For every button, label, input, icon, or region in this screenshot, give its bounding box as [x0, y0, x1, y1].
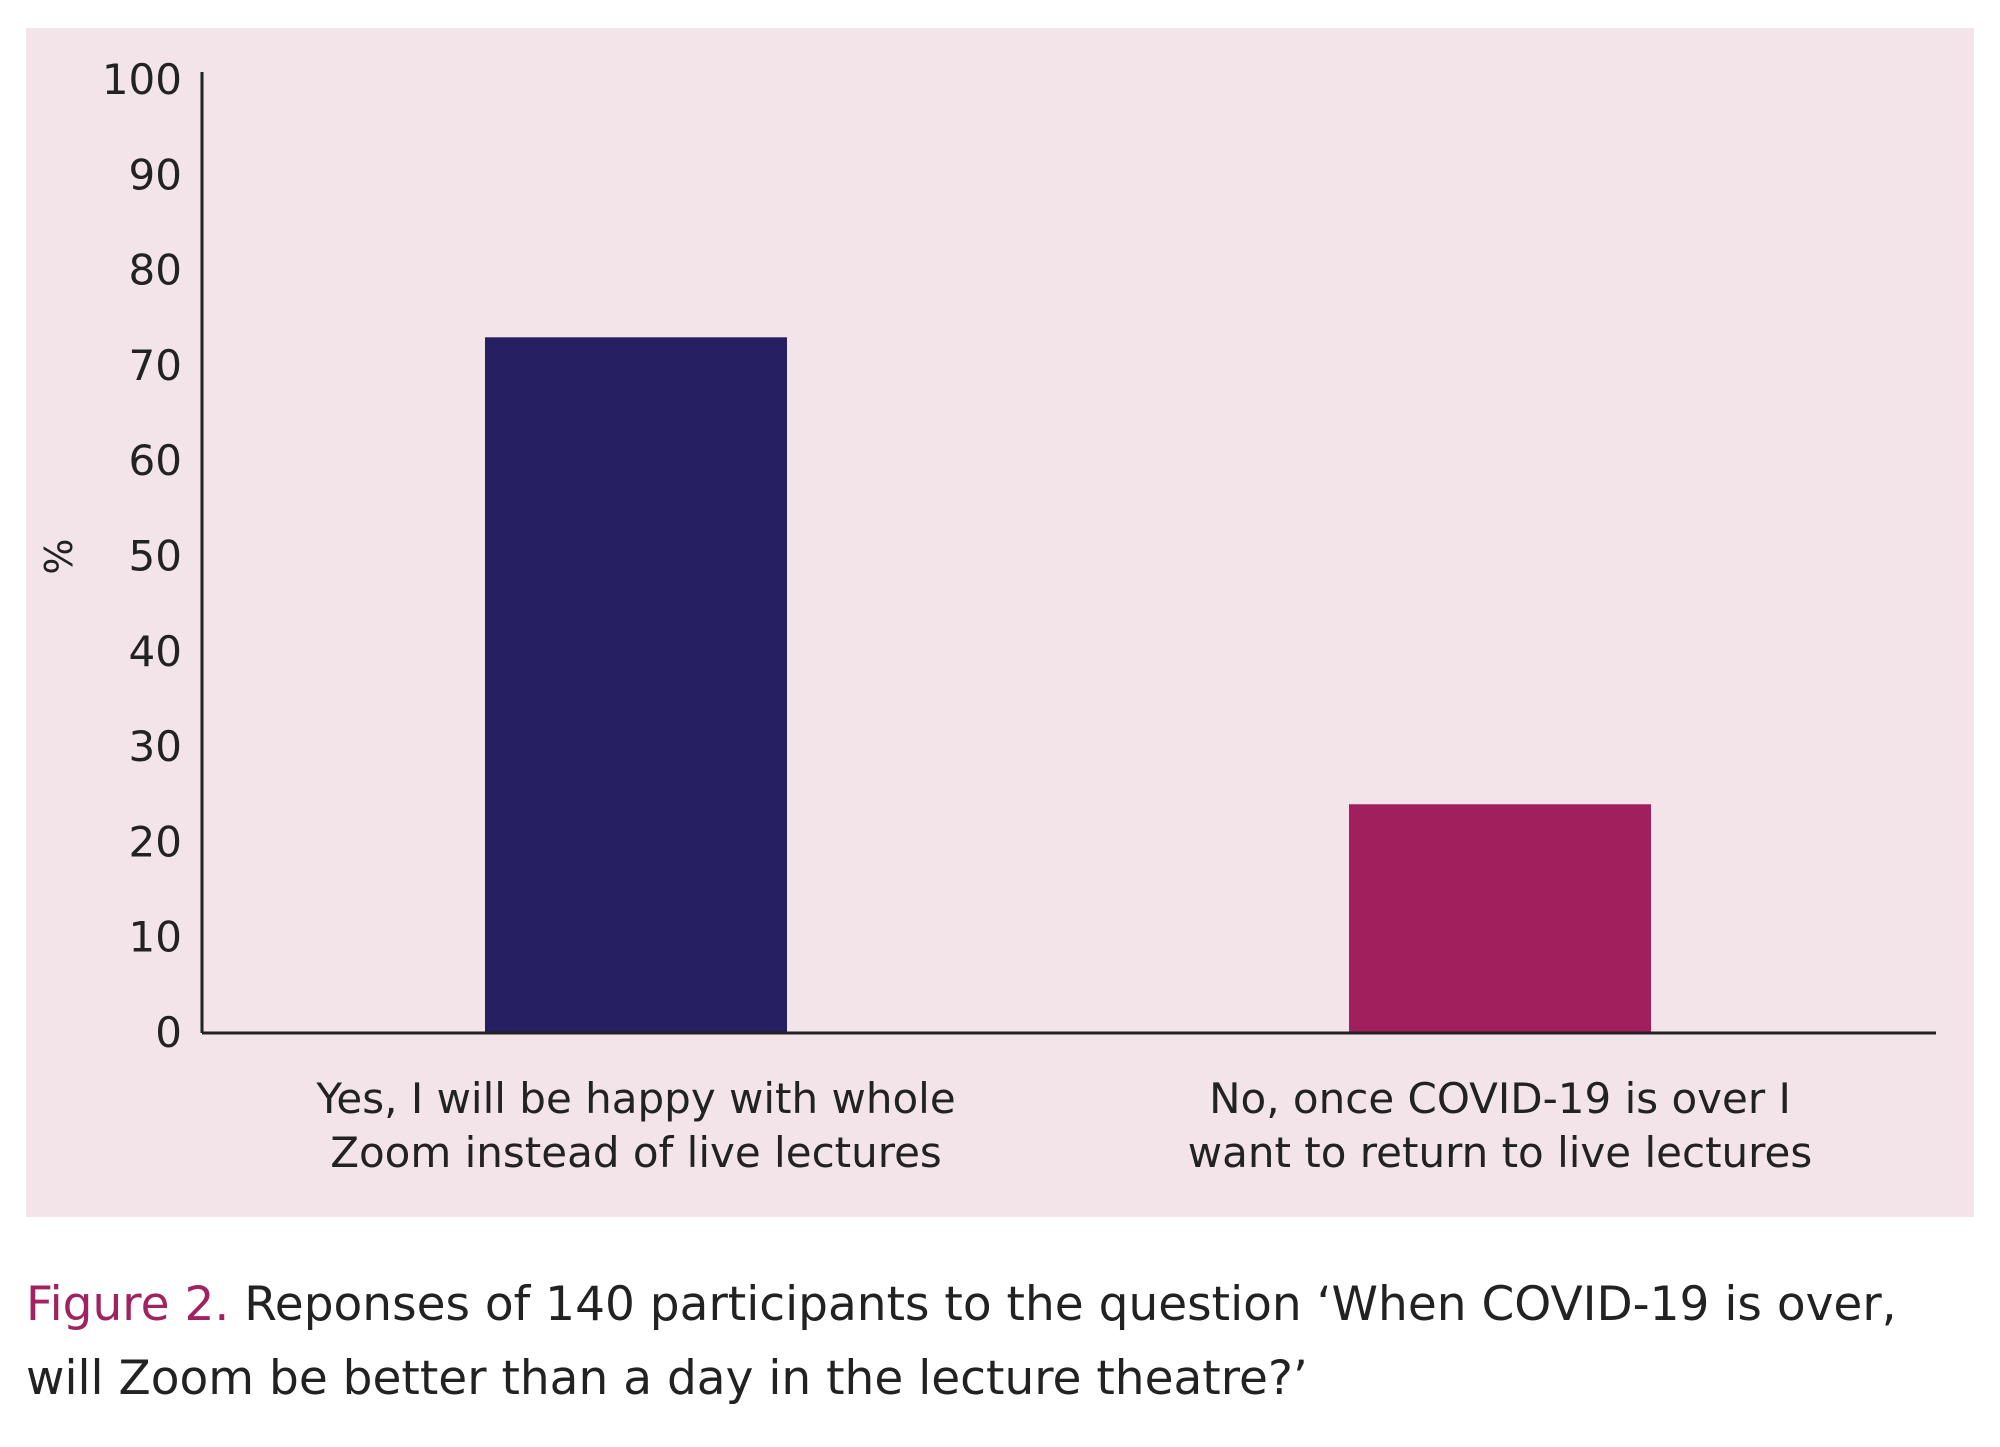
bar-chart: 0 10 20 30 40 50 60 70 80 90 100 %	[37, 55, 1936, 1057]
y-tick-label: 70	[129, 341, 182, 390]
x-category-label: Yes, I will be happy with whole Zoom inst…	[226, 1072, 1046, 1180]
y-tick-label: 60	[129, 436, 182, 485]
y-axis-ticks: 0 10 20 30 40 50 60 70 80 90 100	[102, 55, 182, 1057]
bar-2	[1349, 804, 1651, 1033]
bar-1	[485, 337, 787, 1033]
y-tick-label: 10	[129, 913, 182, 962]
y-axis-label: %	[37, 538, 81, 574]
x-category-label-line: Yes, I will be happy with whole	[316, 1074, 956, 1123]
y-tick-label: 20	[129, 817, 182, 866]
figure-caption: Figure 2. Reponses of 140 participants t…	[26, 1268, 1976, 1416]
figure-label: Figure 2.	[26, 1277, 230, 1332]
y-tick-label: 30	[129, 722, 182, 771]
y-tick-label: 0	[155, 1008, 182, 1057]
y-tick-label: 50	[129, 532, 182, 581]
x-category-label: No, once COVID-19 is over I want to retur…	[1090, 1072, 1910, 1180]
x-category-label-line: want to return to live lectures	[1187, 1128, 1813, 1177]
chart-panel: 0 10 20 30 40 50 60 70 80 90 100 % Yes, I will be …	[26, 28, 1974, 1217]
y-tick-label: 40	[129, 627, 182, 676]
bars	[485, 337, 1651, 1033]
y-tick-label: 100	[102, 55, 182, 104]
x-category-label-line: Zoom instead of live lectures	[330, 1128, 942, 1177]
x-category-label-line: No, once COVID-19 is over I	[1209, 1074, 1791, 1123]
y-tick-label: 80	[129, 246, 182, 295]
caption-text: Reponses of 140 participants to the ques…	[26, 1277, 1897, 1406]
y-tick-label: 90	[129, 150, 182, 199]
